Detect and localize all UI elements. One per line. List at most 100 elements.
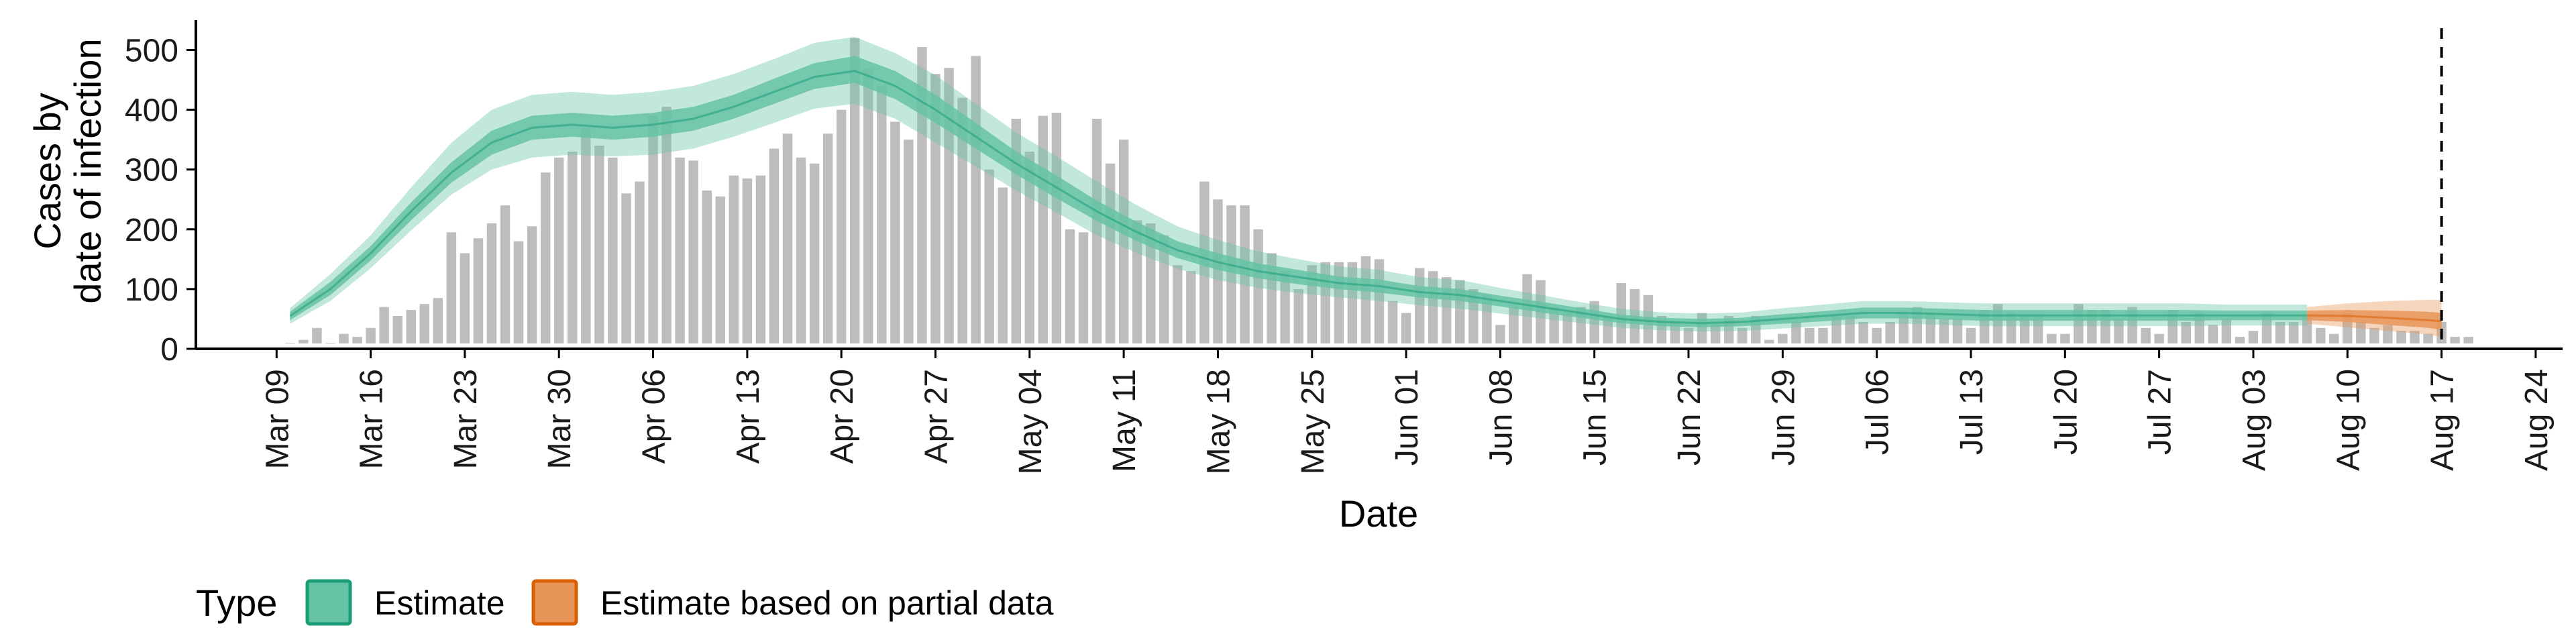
bar	[1898, 313, 1909, 343]
bar	[2369, 327, 2379, 343]
x-tick-label: Apr 06	[637, 369, 672, 464]
bar	[433, 298, 443, 343]
bar	[1173, 265, 1183, 343]
bar	[688, 160, 698, 344]
bar	[1387, 301, 1398, 343]
bar	[1603, 316, 1613, 343]
bar	[1482, 294, 1492, 343]
bar	[836, 109, 847, 343]
bar	[339, 333, 349, 343]
x-tick-label: Jun 22	[1672, 369, 1707, 466]
bar	[1805, 327, 1815, 343]
bar	[1845, 316, 1855, 343]
bar	[2060, 333, 2070, 343]
bar	[715, 196, 725, 343]
bar	[1280, 271, 1290, 343]
bar	[2154, 333, 2164, 343]
bar	[621, 193, 631, 343]
estimate-band-50	[290, 56, 2308, 327]
bar	[406, 310, 416, 343]
bar	[594, 146, 604, 343]
x-tick-label: Apr 13	[731, 369, 766, 464]
y-tick-label: 0	[160, 332, 178, 368]
bar	[2396, 331, 2406, 343]
x-tick-label: May 25	[1295, 369, 1331, 474]
bar	[554, 157, 564, 343]
bar	[1778, 333, 1788, 343]
x-tick-label: Mar 23	[448, 369, 484, 469]
bar	[1872, 327, 1882, 343]
y-tick-label: 500	[125, 34, 178, 69]
bar	[2329, 333, 2339, 343]
bar	[366, 327, 376, 343]
bar	[312, 327, 322, 343]
bar	[1939, 319, 1949, 343]
bar	[890, 121, 900, 343]
x-tick-label: Jun 01	[1389, 369, 1425, 466]
bar	[2315, 327, 2326, 343]
bar	[1213, 199, 1223, 343]
bar	[392, 316, 402, 343]
x-tick-label: Apr 20	[824, 369, 860, 464]
bar	[2248, 331, 2259, 343]
y-tick-label: 100	[125, 272, 178, 308]
bar	[1966, 327, 1976, 343]
bar	[1186, 271, 1196, 343]
bar	[1051, 113, 1062, 343]
bar	[540, 172, 551, 343]
bar	[1791, 321, 1801, 343]
bars-layer	[285, 38, 2473, 344]
bar	[2383, 325, 2393, 343]
bar	[1024, 152, 1035, 343]
bar	[782, 133, 793, 343]
bar	[957, 97, 967, 343]
x-tick-label: May 04	[1013, 369, 1049, 474]
bar	[608, 157, 618, 343]
bar	[2463, 337, 2473, 343]
bar	[1159, 235, 1169, 343]
bar	[930, 74, 941, 344]
bar	[460, 253, 470, 343]
bar	[2208, 325, 2218, 343]
bar	[904, 140, 914, 343]
bar	[2033, 316, 2043, 343]
bar	[1118, 140, 1129, 343]
bar	[419, 304, 429, 343]
x-tick-label: Jul 13	[1954, 369, 1990, 455]
legend-swatch-partial	[531, 579, 578, 626]
bar	[1549, 307, 1559, 343]
bar	[2261, 313, 2272, 343]
bar	[1858, 321, 1868, 343]
bar	[971, 56, 981, 343]
x-tick-label: May 18	[1201, 369, 1237, 474]
bar	[661, 107, 672, 343]
bar	[1509, 307, 1519, 343]
bar	[1293, 288, 1303, 343]
x-tick-label: Mar 16	[354, 369, 390, 469]
x-tick-label: Apr 27	[919, 369, 955, 464]
bar	[1091, 119, 1102, 343]
bar	[379, 307, 389, 343]
bar	[648, 115, 658, 344]
bar	[2450, 337, 2460, 343]
x-tick-label: Aug 24	[2519, 369, 2555, 471]
bar	[769, 148, 780, 344]
bar	[1253, 229, 1263, 343]
bar	[877, 86, 887, 343]
bar	[513, 241, 524, 343]
legend-swatch-estimate	[305, 579, 352, 626]
bar	[2221, 319, 2232, 343]
bar	[1683, 327, 1694, 343]
bands-layer	[289, 36, 2442, 337]
axes-layer	[195, 20, 2563, 350]
legend-label-estimate: Estimate	[374, 584, 505, 622]
bar	[299, 339, 309, 343]
bar	[1495, 325, 1505, 343]
bar	[850, 38, 860, 343]
bar	[2047, 333, 2057, 343]
bar	[2019, 316, 2030, 343]
bar	[1078, 232, 1089, 343]
bar	[2181, 321, 2191, 343]
x-tick-label: Mar 09	[260, 369, 295, 469]
